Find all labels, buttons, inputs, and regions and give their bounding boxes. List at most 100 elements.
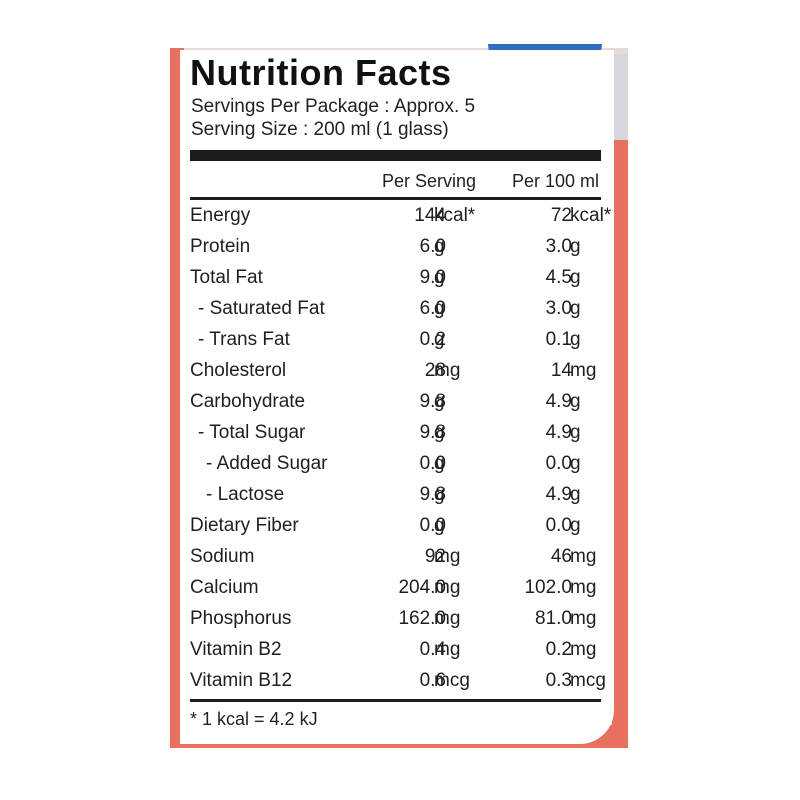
table-row: Cholesterol 28 mg 14 mg bbox=[190, 360, 610, 391]
per-100ml-value: 102.0 bbox=[524, 577, 572, 598]
per-serving-value: 0.0 bbox=[419, 515, 446, 536]
per-serving-unit: kcal* bbox=[434, 205, 476, 226]
per-100ml-value: 0.0 bbox=[545, 515, 572, 536]
table-row: Dietary Fiber 0.0 g 0.0 g bbox=[190, 515, 610, 546]
per-100ml-value: 0.3 bbox=[545, 670, 572, 691]
header-divider bbox=[190, 150, 601, 161]
table-row: Vitamin B12 0.6 mcg 0.3 mcg bbox=[190, 670, 610, 701]
package-red-edge-right bbox=[612, 140, 628, 748]
table-row: Calcium 204.0 mg 102.0 mg bbox=[190, 577, 610, 608]
nutrition-label-panel bbox=[180, 50, 614, 744]
per-100ml-value: 14 bbox=[550, 360, 572, 381]
column-header-rule bbox=[190, 197, 601, 200]
table-row: - Saturated Fat 6.0 g 3.0 g bbox=[190, 298, 610, 329]
per-100ml-value: 3.0 bbox=[545, 298, 572, 319]
table-row: - Trans Fat 0.2 g 0.1 g bbox=[190, 329, 610, 360]
column-header-per-100ml: Per 100 ml bbox=[512, 171, 600, 191]
per-serving-value: 0.0 bbox=[419, 453, 446, 474]
per-100ml-value: 0.1 bbox=[545, 329, 572, 350]
per-100ml-unit: g bbox=[570, 422, 581, 443]
per-100ml-unit: mcg bbox=[570, 670, 606, 691]
table-row: Total Fat 9.0 g 4.5 g bbox=[190, 267, 610, 298]
per-serving-value: 0.2 bbox=[419, 329, 446, 350]
nutrient-name: Energy bbox=[190, 205, 251, 226]
per-serving-value: 162.0 bbox=[398, 608, 446, 629]
per-serving-unit: mg bbox=[434, 360, 461, 381]
per-serving-value: 9.0 bbox=[419, 267, 446, 288]
per-serving-value: 204.0 bbox=[398, 577, 446, 598]
table-row: Protein 6.0 g 3.0 g bbox=[190, 236, 610, 267]
per-100ml-unit: g bbox=[570, 329, 581, 350]
table-row: Carbohydrate 9.8 g 4.9 g bbox=[190, 391, 610, 422]
per-serving-unit: mg bbox=[434, 608, 461, 629]
energy-footnote: * 1 kcal = 4.2 kJ bbox=[190, 709, 318, 729]
per-serving-unit: g bbox=[434, 236, 445, 257]
nutrient-name: - Added Sugar bbox=[206, 453, 328, 474]
per-100ml-unit: g bbox=[570, 484, 581, 505]
nutrition-title: Nutrition Facts bbox=[190, 52, 452, 93]
table-row: - Added Sugar 0.0 g 0.0 g bbox=[190, 453, 610, 484]
per-serving-value: 144 bbox=[414, 205, 446, 226]
per-100ml-value: 3.0 bbox=[545, 236, 572, 257]
serving-size: Serving Size : 200 ml (1 glass) bbox=[191, 119, 449, 140]
servings-per-package: Servings Per Package : Approx. 5 bbox=[191, 96, 476, 117]
per-serving-unit: g bbox=[434, 298, 445, 319]
per-serving-unit: mg bbox=[434, 639, 461, 660]
nutrient-name: - Trans Fat bbox=[198, 329, 290, 350]
per-100ml-value: 46 bbox=[550, 546, 572, 567]
nutrient-name: Calcium bbox=[190, 577, 259, 598]
per-serving-value: 0.4 bbox=[419, 639, 446, 660]
per-serving-value: 28 bbox=[424, 360, 446, 381]
per-100ml-unit: mg bbox=[570, 360, 597, 381]
per-serving-value: 0.6 bbox=[419, 670, 446, 691]
nutrient-name: - Lactose bbox=[206, 484, 285, 505]
table-row: - Total Sugar 9.8 g 4.9 g bbox=[190, 422, 610, 453]
per-serving-unit: g bbox=[434, 422, 445, 443]
nutrient-name: Dietary Fiber bbox=[190, 515, 299, 536]
per-serving-value: 92 bbox=[424, 546, 446, 567]
table-row: Sodium 92 mg 46 mg bbox=[190, 546, 610, 577]
per-100ml-unit: g bbox=[570, 298, 581, 319]
per-100ml-value: 72 bbox=[550, 205, 572, 226]
per-100ml-value: 4.5 bbox=[545, 267, 572, 288]
table-row: Energy 144 kcal* 72 kcal* bbox=[190, 205, 612, 236]
per-100ml-unit: mg bbox=[570, 639, 597, 660]
nutrient-name: Protein bbox=[190, 236, 251, 257]
table-row: Vitamin B2 0.4 mg 0.2 mg bbox=[190, 639, 610, 670]
per-serving-value: 6.0 bbox=[419, 298, 446, 319]
per-serving-unit: g bbox=[434, 267, 445, 288]
per-serving-unit: mg bbox=[434, 546, 461, 567]
per-100ml-unit: mg bbox=[570, 577, 597, 598]
nutrient-name: Total Fat bbox=[190, 267, 263, 288]
per-100ml-unit: g bbox=[570, 236, 581, 257]
per-serving-unit: g bbox=[434, 329, 445, 350]
per-100ml-value: 4.9 bbox=[545, 391, 572, 412]
nutrient-name: - Total Sugar bbox=[198, 422, 306, 443]
per-serving-unit: g bbox=[434, 484, 445, 505]
per-serving-value: 9.8 bbox=[419, 422, 446, 443]
per-100ml-unit: g bbox=[570, 391, 581, 412]
nutrient-name: Cholesterol bbox=[190, 360, 287, 381]
per-serving-value: 6.0 bbox=[419, 236, 446, 257]
per-serving-unit: g bbox=[434, 515, 445, 536]
nutrient-name: - Saturated Fat bbox=[198, 298, 325, 319]
per-serving-unit: mcg bbox=[434, 670, 470, 691]
per-serving-unit: g bbox=[434, 391, 445, 412]
table-bottom-rule bbox=[190, 699, 601, 702]
per-100ml-value: 0.0 bbox=[545, 453, 572, 474]
per-serving-unit: g bbox=[434, 453, 445, 474]
nutrient-name: Vitamin B12 bbox=[190, 670, 293, 691]
table-row: Phosphorus 162.0 mg 81.0 mg bbox=[190, 608, 610, 639]
per-100ml-unit: kcal* bbox=[570, 205, 612, 226]
per-100ml-unit: g bbox=[570, 515, 581, 536]
per-100ml-value: 4.9 bbox=[545, 484, 572, 505]
per-100ml-unit: mg bbox=[570, 546, 597, 567]
table-row: - Lactose 9.8 g 4.9 g bbox=[190, 484, 610, 515]
nutrient-name: Vitamin B2 bbox=[190, 639, 282, 660]
nutrient-name: Phosphorus bbox=[190, 608, 292, 629]
per-100ml-value: 81.0 bbox=[535, 608, 572, 629]
per-serving-value: 9.8 bbox=[419, 391, 446, 412]
per-100ml-value: 0.2 bbox=[545, 639, 572, 660]
column-header-per-serving: Per Serving bbox=[382, 171, 477, 191]
nutrient-name: Carbohydrate bbox=[190, 391, 306, 412]
